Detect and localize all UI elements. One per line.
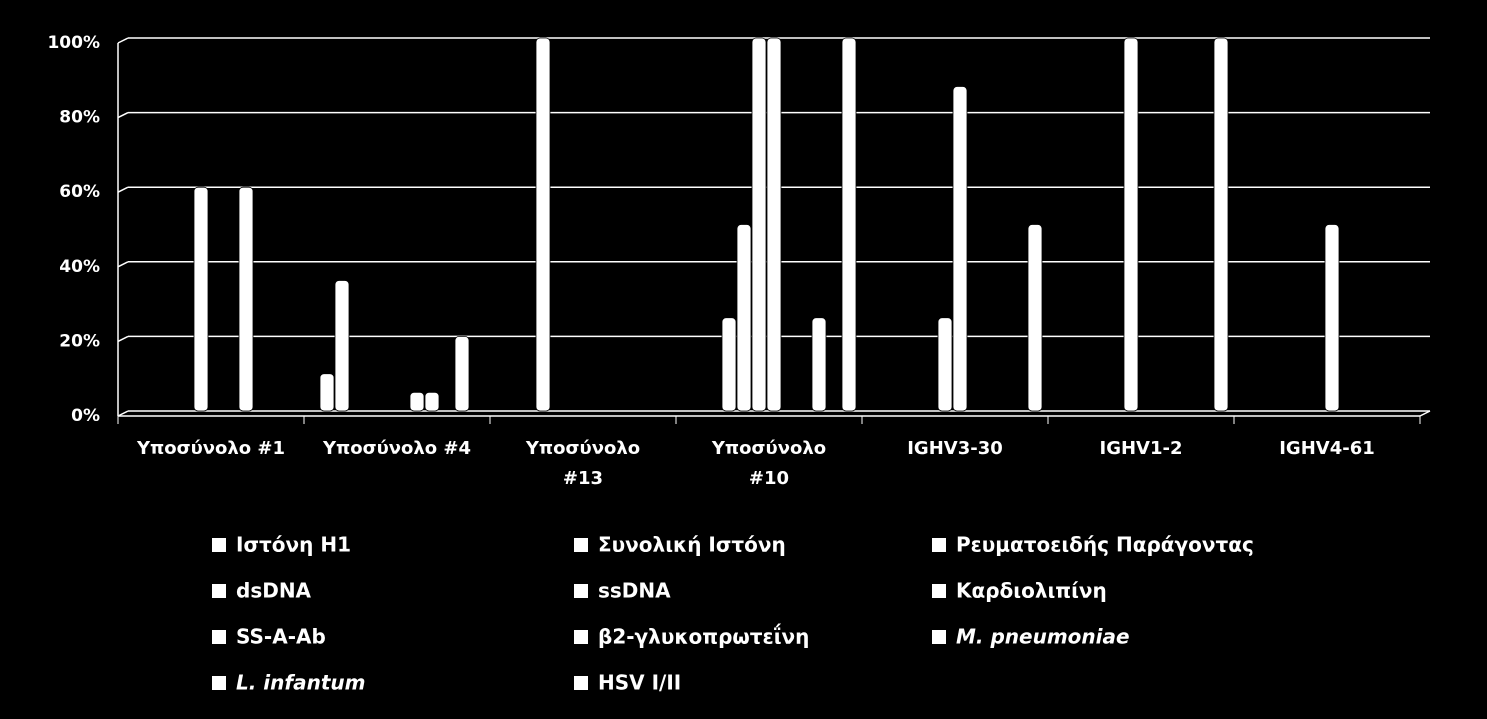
grid-side (117, 186, 129, 193)
bar (1324, 224, 1340, 412)
bar (238, 186, 254, 412)
bar (1213, 37, 1229, 412)
bar (952, 86, 968, 412)
bar (424, 391, 440, 412)
y-tick-label: 100% (47, 33, 100, 53)
legend-swatch (212, 538, 226, 552)
y-tick-label: 40% (59, 257, 100, 277)
bar (193, 186, 209, 412)
grid-side (117, 111, 129, 119)
bar (1027, 224, 1043, 412)
grid-side (117, 410, 129, 417)
y-tick-label: 0% (71, 406, 100, 426)
legend-swatch (932, 584, 946, 598)
legend-label: β2-γλυκοπρωτεΐνη (598, 624, 809, 649)
legend-swatch (574, 538, 588, 552)
bar (937, 317, 953, 412)
legend-label: dsDNA (236, 579, 312, 603)
grid-side (117, 37, 129, 44)
legend-label: Καρδιολιπίνη (956, 579, 1107, 603)
bar (454, 335, 470, 412)
x-tick-label: Υποσύνολο #10 (711, 438, 827, 489)
bar (721, 317, 737, 412)
legend-label: ssDNA (598, 579, 671, 603)
bar (535, 37, 551, 412)
legend-swatch (212, 584, 226, 598)
y-tick-label: 20% (59, 331, 100, 351)
grid-side (117, 335, 129, 343)
bar (811, 317, 827, 412)
grid-side (117, 261, 129, 268)
bar (736, 224, 752, 412)
x-tick-label: Υποσύνολο #13 (525, 438, 641, 489)
bar (751, 37, 767, 412)
bar (766, 37, 782, 412)
y-tick-label: 60% (59, 182, 100, 202)
legend-label: HSV I/II (598, 671, 681, 695)
x-tick-label: Υποσύνολο #1 (136, 438, 286, 459)
legend-label: Συνολική Ιστόνη (598, 533, 786, 557)
legend-swatch (574, 584, 588, 598)
x-tick-label: Υποσύνολο #4 (322, 438, 472, 459)
bar (1123, 37, 1139, 412)
legend-swatch (212, 676, 226, 690)
bar (841, 37, 857, 412)
floor-right (1419, 410, 1431, 417)
legend-label: L. infantum (236, 671, 365, 695)
legend-label: M. pneumoniae (956, 625, 1130, 649)
legend-swatch (574, 676, 588, 690)
y-tick-label: 80% (59, 108, 100, 128)
x-tick-label: IGHV1-2 (1099, 438, 1183, 459)
legend-swatch (212, 630, 226, 644)
legend-label: SS-A-Ab (236, 625, 326, 649)
bar (319, 373, 335, 412)
x-tick-label: IGHV4-61 (1279, 438, 1375, 459)
legend-swatch (932, 538, 946, 552)
legend-label: Ρευματοειδής Παράγοντας (956, 533, 1254, 557)
x-tick-label: IGHV3-30 (907, 438, 1003, 459)
legend-label: Ιστόνη H1 (236, 533, 351, 557)
bar (334, 280, 350, 412)
bar (409, 391, 425, 412)
legend-swatch (574, 630, 588, 644)
legend-swatch (932, 630, 946, 644)
